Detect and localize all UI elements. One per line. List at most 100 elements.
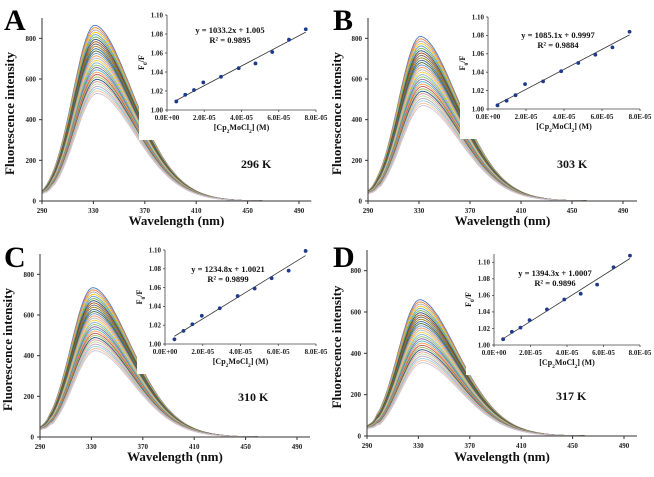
- x-tick-label: 410: [516, 207, 527, 215]
- y-axis-label: Fluorescence intensity: [0, 288, 15, 411]
- inset-y-tick-label: 1.06: [478, 292, 491, 300]
- data-point: [501, 337, 506, 342]
- y-tick-label: 800: [26, 35, 37, 43]
- inset-x-tick-label: 8.0E-05: [629, 349, 652, 357]
- x-tick-label: 290: [37, 207, 48, 215]
- y-tick-label: 400: [24, 352, 35, 360]
- temperature-label: 296 K: [241, 157, 272, 171]
- fit-equation: y = 1085.1x + 0.9997: [521, 30, 595, 40]
- data-point: [593, 52, 598, 57]
- fit-equation: y = 1234.8x + 1.0021: [191, 264, 264, 274]
- x-tick-label: 290: [363, 207, 374, 215]
- x-tick-label: 370: [138, 443, 149, 451]
- data-point: [199, 313, 204, 318]
- y-tick-label: 0: [359, 198, 363, 206]
- data-point: [595, 282, 600, 287]
- r-squared: R² = 0.9896: [534, 278, 575, 288]
- fit-line: [176, 31, 306, 101]
- temperature-label: 310 K: [238, 390, 269, 404]
- inset-plot: 1.00 1.02 1.04 1.06 1.08 1.10 0.0E+00 2.0E-05 4.…: [458, 11, 652, 139]
- y-tick-label: 200: [352, 157, 363, 165]
- y-tick-label: 0: [31, 434, 35, 442]
- inset-x-tick-label: 4.0E-05: [230, 114, 253, 122]
- data-point: [541, 79, 545, 84]
- inset-x-tick-label: 8.0E-05: [305, 348, 328, 356]
- y-tick-label: 400: [351, 350, 362, 358]
- inset-x-axis-label: [Cp2MoCl2] (M): [536, 122, 592, 134]
- inset-y-tick-label: 1.10: [478, 259, 491, 267]
- inset-x-tick-label: 0.0E+00: [482, 349, 507, 357]
- inset-background: [460, 11, 652, 139]
- x-tick-label: 410: [516, 442, 527, 450]
- y-tick-label: 0: [358, 433, 362, 441]
- data-point: [252, 286, 257, 291]
- data-point: [545, 307, 549, 312]
- x-tick-label: 370: [465, 442, 476, 450]
- data-point: [527, 318, 532, 323]
- panel-c: C 0 200 400 600 800 290 330 370 410 450 490 Waveleng…: [0, 241, 328, 464]
- x-tick-label: 370: [465, 207, 476, 215]
- data-point: [303, 27, 308, 32]
- inset-y-tick-label: 1.04: [472, 69, 485, 77]
- inset-y-tick-label: 1.06: [151, 49, 164, 57]
- y-tick-label: 200: [24, 393, 35, 401]
- inset-y-axis-label: F0/F: [464, 292, 476, 307]
- panel-letter: A: [4, 4, 26, 37]
- inset-y-tick-label: 1.04: [478, 308, 491, 316]
- inset-y-tick-label: 1.08: [472, 32, 485, 40]
- inset-y-tick-label: 1.08: [149, 265, 162, 273]
- r-squared: R² = 0.9884: [537, 40, 579, 50]
- data-point: [235, 294, 240, 298]
- inset-x-tick-label: 6.0E-05: [267, 114, 290, 122]
- x-tick-label: 490: [619, 442, 630, 450]
- x-tick-label: 330: [88, 207, 99, 215]
- inset-y-tick-label: 1.04: [151, 68, 164, 76]
- data-point: [628, 253, 632, 258]
- inset-plot: 1.00 1.02 1.04 1.06 1.08 1.10 0.0E+00 2.0E-05 4.…: [135, 244, 328, 374]
- x-tick-label: 370: [140, 207, 151, 215]
- r-squared: R² = 0.9899: [207, 274, 248, 284]
- y-tick-label: 400: [352, 116, 363, 124]
- data-point: [217, 306, 222, 311]
- data-point: [183, 92, 188, 97]
- inset-x-tick-label: 6.0E-05: [591, 113, 614, 121]
- inset-x-tick-label: 0.0E+00: [476, 113, 501, 121]
- inset-y-tick-label: 1.06: [472, 50, 485, 58]
- y-tick-label: 600: [352, 76, 363, 84]
- y-axis-label: Fluorescence intensity: [329, 285, 344, 408]
- x-tick-label: 290: [362, 442, 373, 450]
- x-tick-label: 490: [292, 443, 303, 451]
- inset-y-tick-label: 1.06: [149, 284, 162, 292]
- inset-x-tick-label: 2.0E-05: [193, 114, 216, 122]
- data-point: [610, 45, 615, 50]
- data-point: [201, 80, 206, 85]
- data-point: [495, 103, 500, 108]
- inset-y-axis-label: F0/F: [458, 56, 470, 71]
- data-point: [269, 276, 274, 281]
- x-tick-label: 490: [294, 207, 305, 215]
- inset-x-tick-label: 8.0E-05: [629, 113, 652, 121]
- inset-y-tick-label: 1.00: [472, 105, 485, 113]
- data-point: [181, 328, 186, 333]
- inset-y-tick-label: 1.08: [151, 30, 164, 38]
- inset-y-tick-label: 1.04: [149, 303, 162, 311]
- inset-plot: 1.00 1.02 1.04 1.06 1.08 1.10 0.0E+00 2.0E-05 4.…: [464, 248, 652, 375]
- data-point: [518, 325, 523, 330]
- y-axis-label: Fluorescence intensity: [329, 52, 344, 175]
- data-point: [286, 268, 291, 273]
- fit-equation: y = 1394.3x + 1.0007: [518, 268, 592, 278]
- y-tick-label: 400: [26, 116, 37, 124]
- x-tick-label: 330: [86, 443, 97, 451]
- y-tick-label: 600: [26, 76, 37, 84]
- data-point: [287, 37, 291, 42]
- data-point: [576, 61, 581, 65]
- data-point: [270, 50, 275, 54]
- inset-x-axis-label: [Cp2MoCl2] (M): [213, 357, 269, 369]
- data-point: [559, 69, 564, 74]
- panel-a: A 0 200 400 600 800 290 330 370 410 450 490 Waveleng…: [2, 4, 328, 228]
- y-tick-label: 800: [24, 271, 35, 279]
- inset-x-axis-label: [Cp2MoCl2] (M): [214, 123, 270, 135]
- y-tick-label: 800: [352, 35, 363, 43]
- x-tick-label: 450: [567, 442, 578, 450]
